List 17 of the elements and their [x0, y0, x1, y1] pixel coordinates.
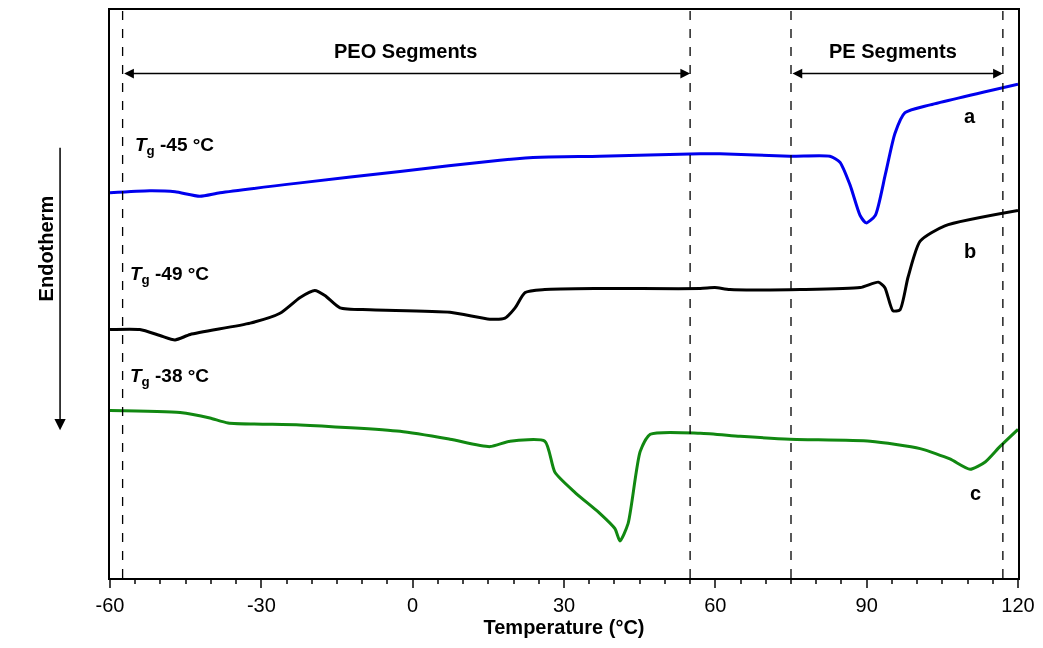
- annotation: T$_{g}$ -49 °C: [130, 263, 210, 287]
- x-tick-label: 60: [704, 593, 727, 616]
- annotation: b: [964, 240, 977, 262]
- annotation: T$_{g}$ -38 °C: [130, 365, 210, 389]
- annotation: T$_{g}$ -45 °C: [135, 134, 215, 158]
- x-tick-label: 0: [407, 593, 419, 616]
- x-tick-label: -60: [95, 593, 125, 616]
- annotation: a: [964, 105, 976, 127]
- text: Endotherm: [35, 195, 58, 302]
- annotation: c: [970, 482, 982, 504]
- x-tick-label: 90: [855, 593, 878, 616]
- text: PE Segments: [829, 40, 957, 62]
- x-tick-label: 30: [552, 593, 576, 616]
- x-axis-title: Temperature (°C): [483, 615, 645, 638]
- x-tick-label: 120: [1001, 593, 1035, 616]
- text: PEO Segments: [334, 40, 478, 62]
- x-tick-label: -30: [246, 593, 276, 616]
